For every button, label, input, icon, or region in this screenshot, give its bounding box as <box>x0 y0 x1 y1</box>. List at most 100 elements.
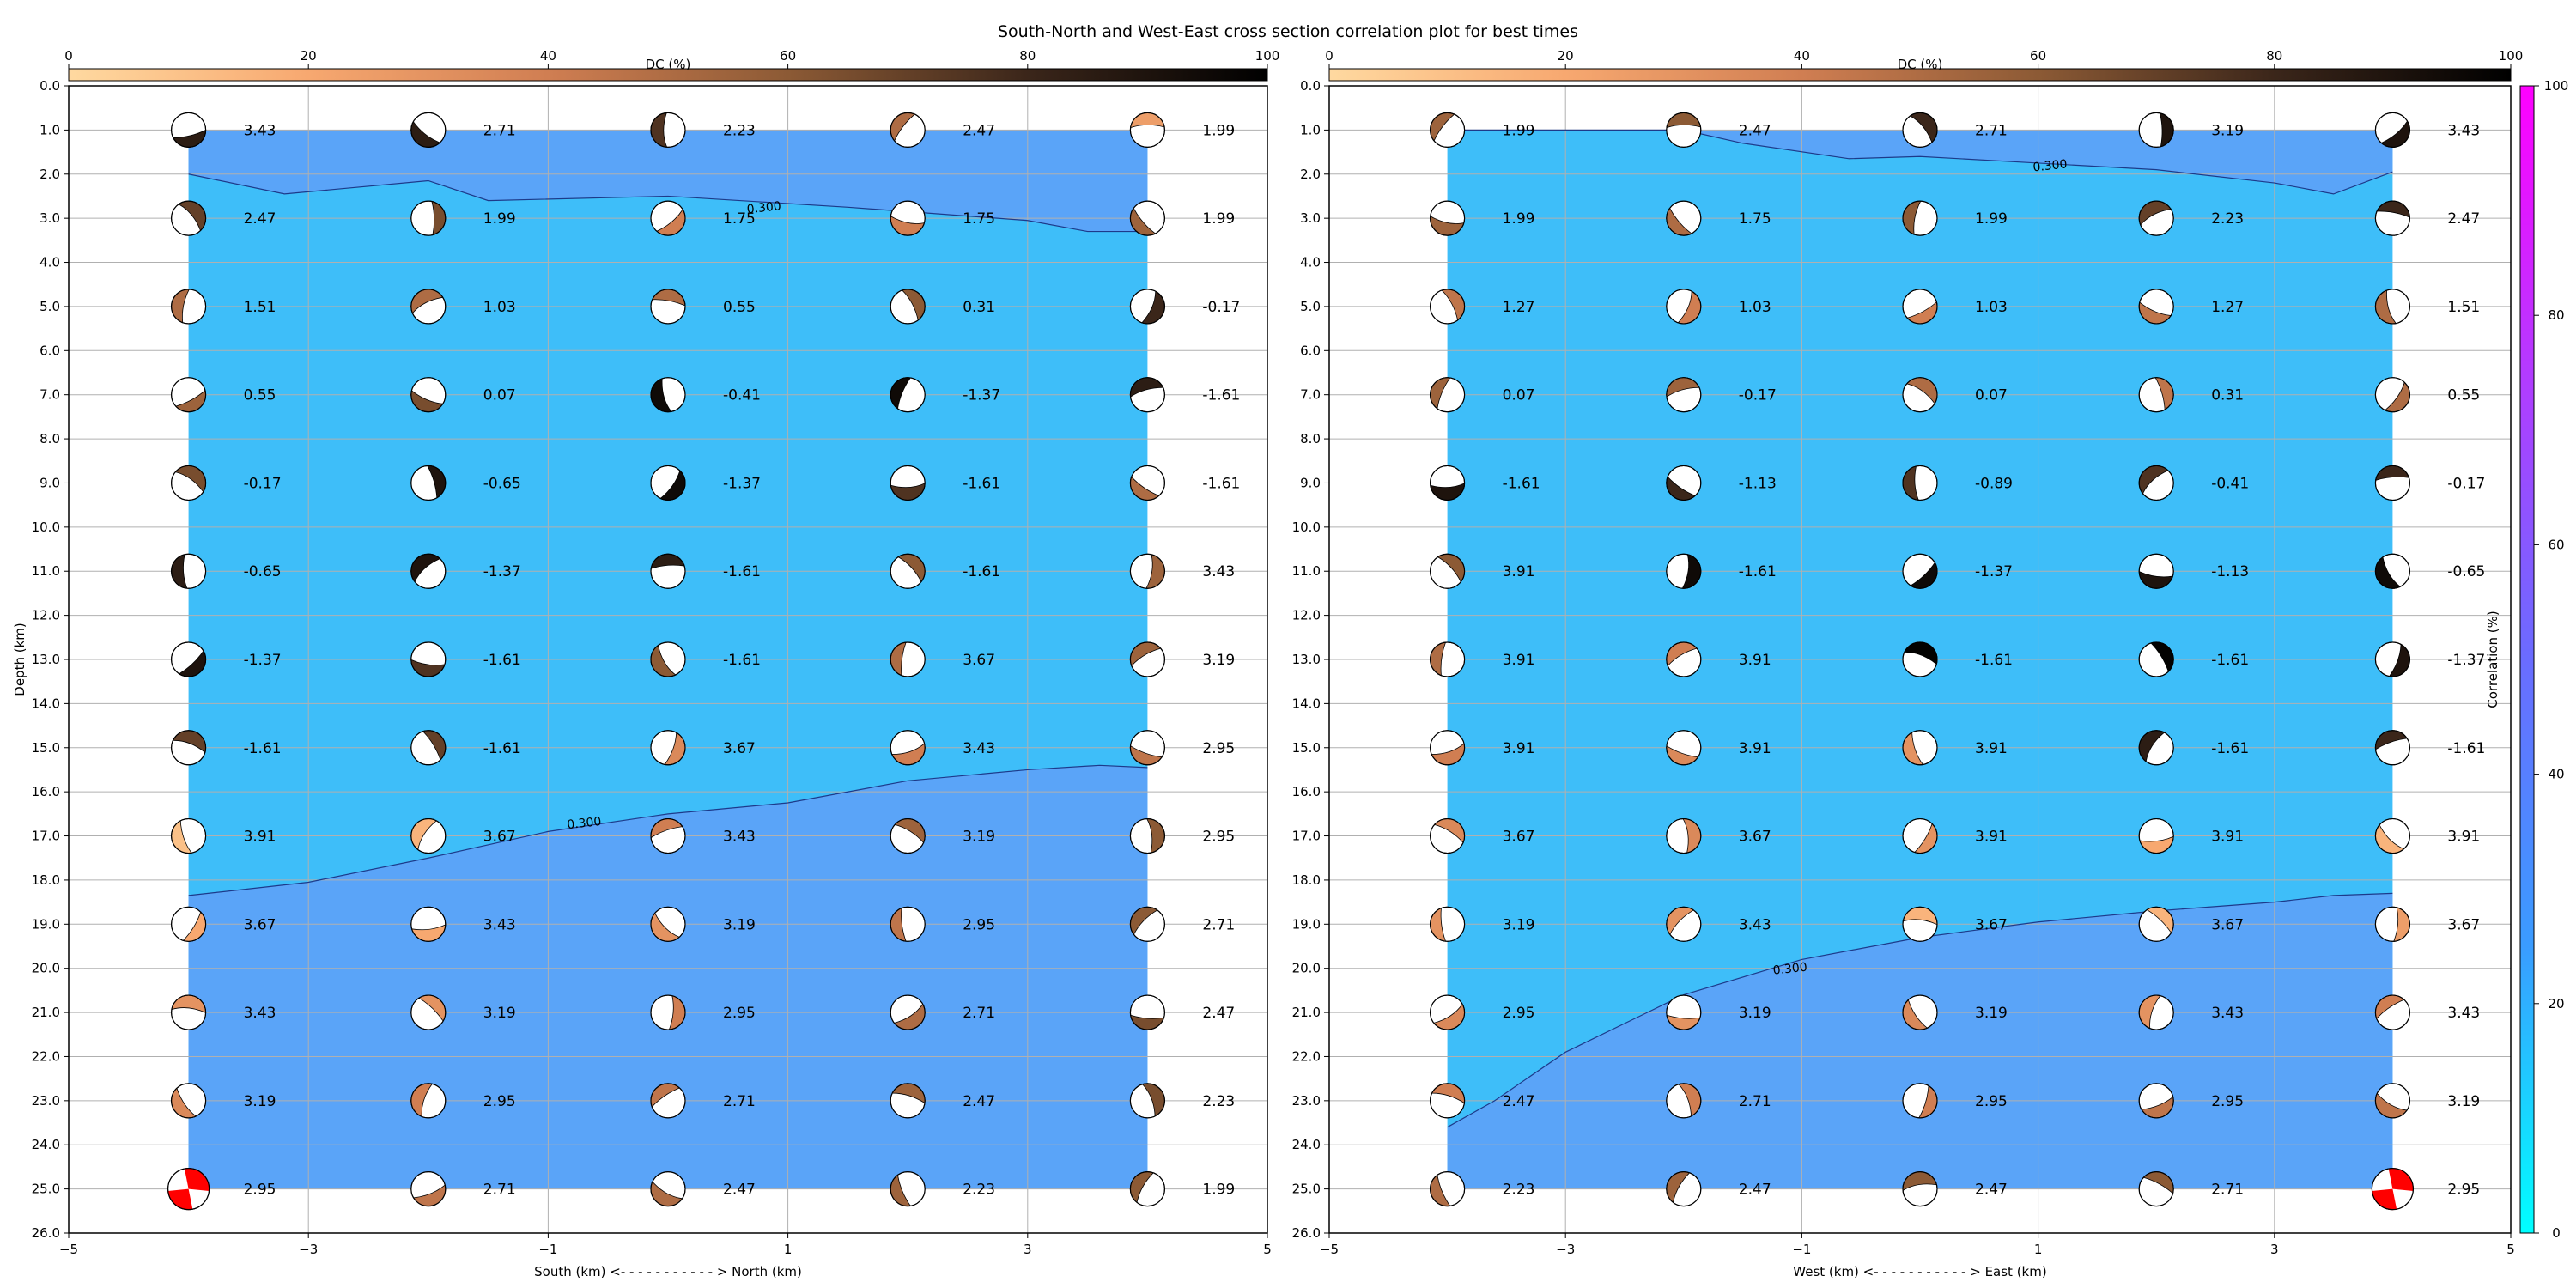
y-tick-label: 0.0 <box>1300 78 1321 94</box>
grid-value-label: -1.61 <box>963 563 1000 580</box>
grid-value-label: 0.55 <box>723 299 756 316</box>
grid-value-label: 2.95 <box>1202 829 1235 846</box>
grid-value-label: -1.61 <box>1975 652 2013 669</box>
grid-value-label: -0.65 <box>244 563 282 580</box>
grid-value-label: -1.37 <box>2447 652 2485 669</box>
x-tick-label: 5 <box>1263 1242 1272 1257</box>
grid-value-label: 3.43 <box>963 740 995 757</box>
grid-value-label: 1.03 <box>1739 299 1771 316</box>
grid-value-label: 0.31 <box>963 299 995 316</box>
x-tick-label: −3 <box>299 1242 318 1257</box>
grid-value-label: 3.91 <box>2211 829 2244 846</box>
grid-value-label: 0.31 <box>2211 387 2244 404</box>
x-tick-label: 3 <box>2270 1242 2279 1257</box>
grid-value-label: 0.07 <box>1503 387 1535 404</box>
dc-tick-label: 60 <box>2030 48 2046 64</box>
grid-value-label: -0.41 <box>2211 475 2249 492</box>
y-tick-label: 18.0 <box>1292 872 1321 888</box>
grid-value-label: 3.91 <box>1739 740 1771 757</box>
x-tick-label: 3 <box>1024 1242 1032 1257</box>
grid-value-label: 1.03 <box>483 299 516 316</box>
grid-value-label: 2.71 <box>963 1005 995 1022</box>
contour-line <box>1447 129 2393 195</box>
grid-value-label: 2.71 <box>2211 1182 2244 1199</box>
grid-value-label: 0.55 <box>2447 387 2480 404</box>
grid-value-label: -1.37 <box>483 563 521 580</box>
grid-value-label: 1.75 <box>723 210 756 228</box>
x-tick-label: −1 <box>538 1242 557 1257</box>
contour-label: 0.300 <box>567 815 603 832</box>
grid-value-label: -1.61 <box>723 652 761 669</box>
grid-value-label: -0.41 <box>723 387 761 404</box>
grid-value-label: 3.43 <box>2447 1005 2480 1022</box>
grid-value-label: -1.13 <box>1739 475 1777 492</box>
grid-value-label: 3.67 <box>723 740 756 757</box>
dc-colorbar-strip <box>1328 68 2512 82</box>
grid-value-label: 3.91 <box>1503 652 1535 669</box>
grid-value-label: 1.75 <box>1739 210 1771 228</box>
dc-tick-label: 60 <box>780 48 796 64</box>
grid-value-label: 3.67 <box>1739 829 1771 846</box>
grid-value-label: 3.91 <box>244 829 276 846</box>
grid-value-label: 3.91 <box>1975 829 2008 846</box>
dc-tick-label: 0 <box>1325 48 1334 64</box>
correlation-tick-label: 0 <box>2552 1225 2561 1241</box>
grid-value-label: 2.95 <box>2211 1093 2244 1110</box>
grid-value-label: 3.91 <box>1975 740 2008 757</box>
grid-value-label: 3.19 <box>244 1093 276 1110</box>
grid-value-label: 1.51 <box>244 299 276 316</box>
grid-value-label: -1.61 <box>1503 475 1540 492</box>
grid-value-label: 2.47 <box>1202 1005 1235 1022</box>
grid-value-label: 1.99 <box>1202 1182 1235 1199</box>
y-tick-label: 4.0 <box>39 255 60 270</box>
grid-value-label: 1.75 <box>963 210 995 228</box>
grid-value-label: 3.67 <box>244 916 276 933</box>
y-tick-label: 9.0 <box>1300 475 1321 490</box>
grid-value-label: -1.61 <box>483 652 521 669</box>
dc-tick-label: 80 <box>2266 48 2282 64</box>
grid-value-label: 3.67 <box>483 829 516 846</box>
grid-value-label: 2.71 <box>1739 1093 1771 1110</box>
grid-value-label: 3.19 <box>723 916 756 933</box>
grid-value-label: -0.17 <box>1739 387 1777 404</box>
correlation-tick-label: 100 <box>2544 78 2569 94</box>
grid-value-label: -1.61 <box>1202 475 1240 492</box>
x-tick-label: −5 <box>59 1242 78 1257</box>
y-tick-label: 22.0 <box>1292 1048 1321 1064</box>
grid-value-label: -0.17 <box>244 475 282 492</box>
y-tick-label: 20.0 <box>1292 961 1321 976</box>
grid-value-label: 1.99 <box>1202 210 1235 228</box>
contour-line <box>188 173 1148 233</box>
y-tick-label: 14.0 <box>1292 696 1321 711</box>
grid-value-label: 2.47 <box>1975 1182 2008 1199</box>
grid-value-label: -0.89 <box>1975 475 2013 492</box>
dc-tick-label: 0 <box>64 48 73 64</box>
y-tick-label: 23.0 <box>32 1093 60 1109</box>
y-tick-label: 5.0 <box>39 299 60 314</box>
contour-line <box>188 764 1148 896</box>
figure-title: South-North and West-East cross section … <box>998 22 1578 41</box>
grid-value-label: 2.95 <box>1202 740 1235 757</box>
correlation-tick-label: 80 <box>2548 307 2564 323</box>
x-axis-label: West (km) <- - - - - - - - - - - > East … <box>1793 1264 2046 1279</box>
y-tick-label: 0.0 <box>39 78 60 94</box>
grid-value-label: 3.43 <box>483 916 516 933</box>
grid-value-label: -1.37 <box>1975 563 2013 580</box>
grid-value-label: -1.37 <box>963 387 1000 404</box>
grid-value-label: 1.99 <box>1202 122 1235 139</box>
grid-value-label: 0.07 <box>1975 387 2008 404</box>
y-tick-label: 7.0 <box>1300 387 1321 403</box>
grid-value-label: 2.95 <box>244 1182 276 1199</box>
grid-value-label: 1.27 <box>2211 299 2244 316</box>
grid-value-label: 2.95 <box>963 916 995 933</box>
dc-tick-label: 20 <box>1558 48 1574 64</box>
grid-value-label: 3.67 <box>963 652 995 669</box>
grid-value-label: -1.61 <box>244 740 282 757</box>
dc-tick-label: 80 <box>1019 48 1036 64</box>
correlation-tick-label: 40 <box>2548 767 2564 782</box>
grid-value-label: 2.23 <box>1202 1093 1235 1110</box>
y-tick-label: 15.0 <box>32 740 60 756</box>
grid-value-label: 1.27 <box>1503 299 1535 316</box>
grid-value-label: 0.55 <box>244 387 276 404</box>
